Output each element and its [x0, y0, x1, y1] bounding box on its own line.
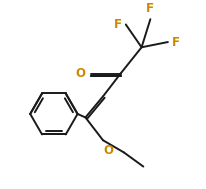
Text: F: F	[114, 18, 121, 31]
Text: O: O	[75, 67, 85, 80]
Text: F: F	[172, 36, 180, 49]
Text: O: O	[103, 144, 113, 157]
Text: F: F	[146, 2, 154, 15]
